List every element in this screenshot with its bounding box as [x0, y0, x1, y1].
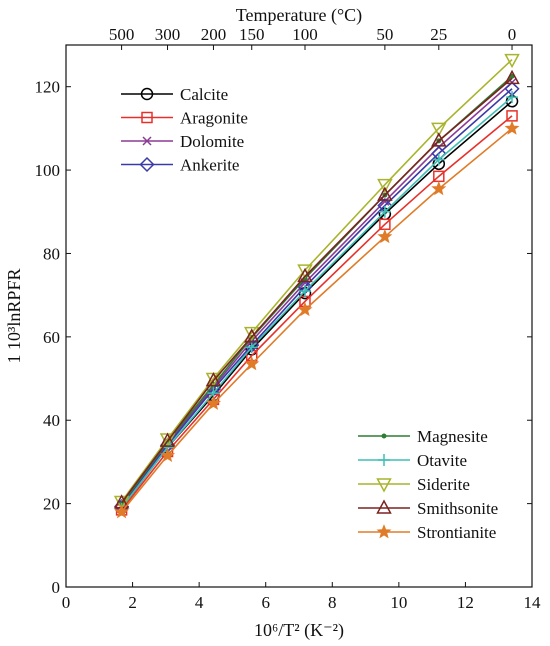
- data-point-siderite: [377, 178, 393, 194]
- x-axis-title: 10⁶/T² (K⁻²): [254, 620, 344, 641]
- x-tick-label: 12: [457, 593, 474, 612]
- x-tick-label: 0: [62, 593, 71, 612]
- data-point-strontianite: [431, 180, 447, 196]
- series-line-aragonite: [120, 115, 513, 511]
- data-point-strontianite: [205, 395, 221, 410]
- legend-marker-dolomite: [142, 136, 152, 146]
- legend-label-magnesite: Magnesite: [417, 427, 488, 446]
- series-line-dolomite: [120, 81, 513, 507]
- data-point-strontianite: [504, 120, 520, 135]
- data-point-smithsonite: [243, 328, 260, 343]
- plot-frame: [65, 44, 533, 588]
- y-tick-label: 0: [52, 578, 61, 597]
- data-point-strontianite: [114, 504, 130, 519]
- x-tick-label: 8: [328, 593, 337, 612]
- data-point-smithsonite: [377, 186, 393, 201]
- data-point-strontianite: [297, 301, 313, 317]
- legend-marker-aragonite: [141, 111, 153, 124]
- data-point-smithsonite: [504, 69, 520, 85]
- legend-label-aragonite: Aragonite: [180, 109, 248, 128]
- top-axis: 500 300 200 150 100 50 25 0: [109, 25, 516, 50]
- top-tick-label: 50: [376, 25, 393, 44]
- y-tick-label: 60: [43, 328, 60, 347]
- legend-label-dolomite: Dolomite: [180, 132, 244, 151]
- series-line-strontianite: [120, 127, 513, 513]
- data-point-otavite: [506, 91, 519, 104]
- data-point-smithsonite: [205, 372, 222, 387]
- y-tick-label: 100: [35, 161, 61, 180]
- data-point-siderite: [504, 53, 520, 69]
- data-point-smithsonite: [159, 432, 176, 447]
- data-point-smithsonite: [297, 267, 313, 283]
- data-point-otavite: [378, 205, 391, 218]
- data-point-strontianite: [160, 447, 176, 463]
- x-tick-label: 2: [128, 593, 137, 612]
- legend-label-smithsonite: Smithsonite: [417, 499, 498, 518]
- y-tick-label: 20: [43, 495, 60, 514]
- legend-marker-magnesite: [381, 433, 387, 439]
- legend-label-siderite: Siderite: [417, 475, 470, 494]
- x-tick-label: 14: [524, 593, 542, 612]
- top-tick-label: 25: [430, 25, 447, 44]
- legend-marker-ankerite: [139, 156, 155, 173]
- y-tick-label: 80: [43, 244, 60, 263]
- series-strontianite: [114, 120, 520, 519]
- series-line-siderite: [120, 59, 513, 503]
- data-point-otavite: [245, 341, 258, 354]
- legend-top-left: Calcite Aragonite Dolomite Ankerite: [121, 85, 248, 175]
- data-point-siderite: [297, 264, 313, 279]
- x-tick-label: 4: [195, 593, 204, 612]
- data-point-strontianite: [377, 228, 393, 244]
- top-tick-label: 0: [508, 25, 517, 44]
- legend-label-otavite: Otavite: [417, 451, 467, 470]
- legend-marker-siderite: [376, 478, 392, 493]
- y-tick-label: 120: [35, 78, 61, 97]
- data-point-otavite: [432, 153, 445, 166]
- series-layer: [113, 53, 520, 519]
- series-line-smithsonite: [120, 77, 513, 504]
- series-line-otavite: [120, 96, 513, 509]
- legend-layer: Calcite Aragonite Dolomite Ankerite Magnesit…: [121, 85, 498, 542]
- legend-marker-strontianite: [376, 524, 392, 539]
- legend-label-ankerite: Ankerite: [180, 156, 239, 175]
- data-point-siderite: [431, 122, 447, 137]
- top-axis-title: Temperature (°C): [236, 5, 362, 26]
- legend-label-calcite: Calcite: [180, 85, 228, 104]
- x-tick-label: 6: [261, 593, 270, 612]
- top-tick-label: 150: [239, 25, 265, 44]
- data-point-smithsonite: [431, 132, 447, 147]
- series-smithsonite: [113, 69, 520, 509]
- legend-bottom-right: Magnesite Otavite Siderite Smithsonite Stron…: [358, 427, 498, 542]
- legend-marker-calcite: [140, 87, 154, 101]
- legend-label-strontianite: Strontianite: [417, 523, 496, 542]
- x-tick-label: 10: [390, 593, 407, 612]
- left-axis: 0 20 40 60 80 100 120: [35, 78, 532, 597]
- series-line-ankerite: [120, 88, 513, 508]
- legend-marker-otavite: [378, 454, 390, 466]
- top-tick-label: 100: [292, 25, 318, 44]
- top-tick-label: 200: [201, 25, 227, 44]
- y-tick-label: 40: [43, 411, 60, 430]
- data-point-strontianite: [244, 356, 260, 371]
- top-tick-label: 300: [155, 25, 181, 44]
- data-point-otavite: [298, 284, 311, 297]
- legend-marker-smithsonite: [376, 499, 392, 514]
- bottom-axis: 0 2 4 6 8 10 12 14: [62, 582, 541, 612]
- top-tick-label: 500: [109, 25, 135, 44]
- y-axis-title: 1 10³lnRPFR: [4, 269, 24, 364]
